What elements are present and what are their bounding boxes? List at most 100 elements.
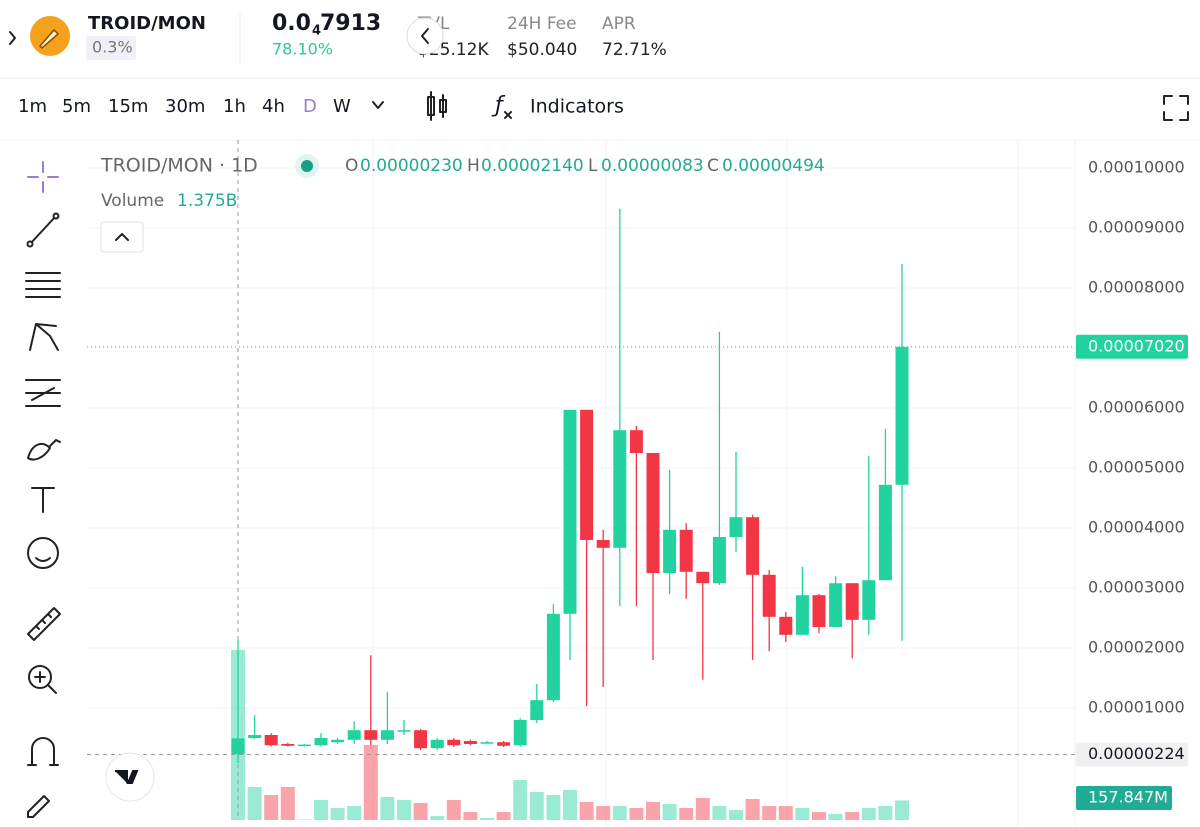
pattern-tool[interactable] [29,323,59,351]
y-tick-label: 0.00001000 [1088,698,1185,717]
volume-bar [347,806,362,820]
volume-bar [679,808,694,820]
text-tool[interactable] [31,487,55,513]
tv-logo-mark [115,770,139,784]
volume-bar [795,808,810,820]
ohlc-key: O [345,156,358,176]
volume-bar [247,786,262,820]
trend-line-handle[interactable] [26,240,34,248]
stat-label: 24H Fee [507,14,577,34]
candle-body [414,730,428,749]
volume-bar [712,806,727,820]
interval-button[interactable]: 5m [62,96,91,117]
y-tick-label: 0.00002000 [1088,638,1185,657]
volume-legend-value: 1.375B [177,191,237,211]
fee-badge [86,36,136,60]
fee-tier: 0.3% [92,38,133,57]
interval-button[interactable]: W [333,96,351,117]
last-price-label: 0.00007020 [1088,336,1185,355]
candle-body [264,735,278,746]
stat-value: 72.71% [602,40,667,60]
crosshair-price-label: 0.00000224 [1088,744,1185,763]
candle-body [646,453,660,573]
emoji-tool[interactable] [27,537,59,569]
drawing-tools [25,161,61,818]
volume-bar [264,795,279,820]
trend-line-handle[interactable] [52,212,60,220]
candle-body [862,580,876,620]
volume-bar [861,808,876,820]
candle-body [663,529,677,573]
candle-body [497,742,511,746]
interval-dropdown[interactable] [372,101,384,109]
candle-body [314,738,328,746]
candle-body [563,409,577,614]
candle-body [281,744,295,746]
volume-bar [446,799,461,820]
ruler-tool[interactable] [27,607,61,641]
trend-line-tool[interactable] [29,215,57,245]
volume-bar [579,801,594,820]
candle-body [530,700,544,720]
indicators-button[interactable]: Indicators [530,96,624,118]
stat-label: APR [602,14,636,34]
y-tick-label: 0.00005000 [1088,458,1185,477]
candle-body [546,613,560,701]
candle-body [297,744,311,747]
legend-toggle[interactable] [100,221,144,253]
y-tick-label: 0.00009000 [1088,218,1185,237]
ohlc-value: 0.00000083 [601,156,704,176]
volume-bar [480,818,494,820]
fullscreen-button[interactable] [1163,95,1189,121]
crosshair-tool[interactable] [27,161,59,193]
lock-draw-tool[interactable] [27,795,50,818]
ohlc-value: 0.00000494 [722,156,825,176]
candle-body [729,517,743,537]
candle-body [380,730,394,740]
legend-toggle-arrow[interactable] [115,233,129,241]
volume-bar [496,811,511,820]
volume-bar [363,744,378,820]
candle-body [679,529,693,572]
indicators-icon[interactable]: ƒ [491,93,506,118]
y-tick-label: 0.00006000 [1088,398,1185,417]
price-digits: 7913 [320,11,381,36]
volume-bar [314,799,328,820]
candle-body [231,738,245,755]
price-zero-count: 4 [312,24,321,39]
brush-tool[interactable] [27,439,61,461]
interval-button[interactable]: 1m [18,96,47,117]
volume-bar [878,806,893,820]
interval-button[interactable]: 30m [165,96,205,117]
interval-button[interactable]: 4h [262,96,285,117]
candle-type-icon[interactable] [427,91,447,121]
zoom-tool[interactable] [28,665,52,689]
interval-button[interactable]: 15m [108,96,148,117]
ohlc-value: 0.00002140 [481,156,584,176]
volume-bar [812,811,826,820]
volume-bar [695,797,710,820]
magnet-tool[interactable] [27,737,59,766]
volume-tag [1076,786,1172,810]
volume-bar [546,795,561,820]
candle-body [845,583,859,620]
interval-button[interactable]: 1h [223,96,246,117]
candle-body [895,346,909,485]
candle-body [513,720,527,746]
collapse-button[interactable] [406,17,444,55]
volume-bar [280,786,295,820]
volume-legend-name: Volume [101,191,164,211]
candle-body [629,430,643,453]
prediction-tool[interactable] [25,379,61,407]
expand-arrow[interactable] [9,31,16,45]
candle-body [364,730,378,740]
volume-bar [397,799,411,820]
fib-tool[interactable] [25,272,61,298]
y-tick-label: 0.00003000 [1088,578,1185,597]
indicators-icon-x[interactable] [504,111,512,119]
collapse-arrow[interactable] [421,28,429,44]
volume-bar [629,808,644,820]
interval-button[interactable]: D [303,96,317,117]
